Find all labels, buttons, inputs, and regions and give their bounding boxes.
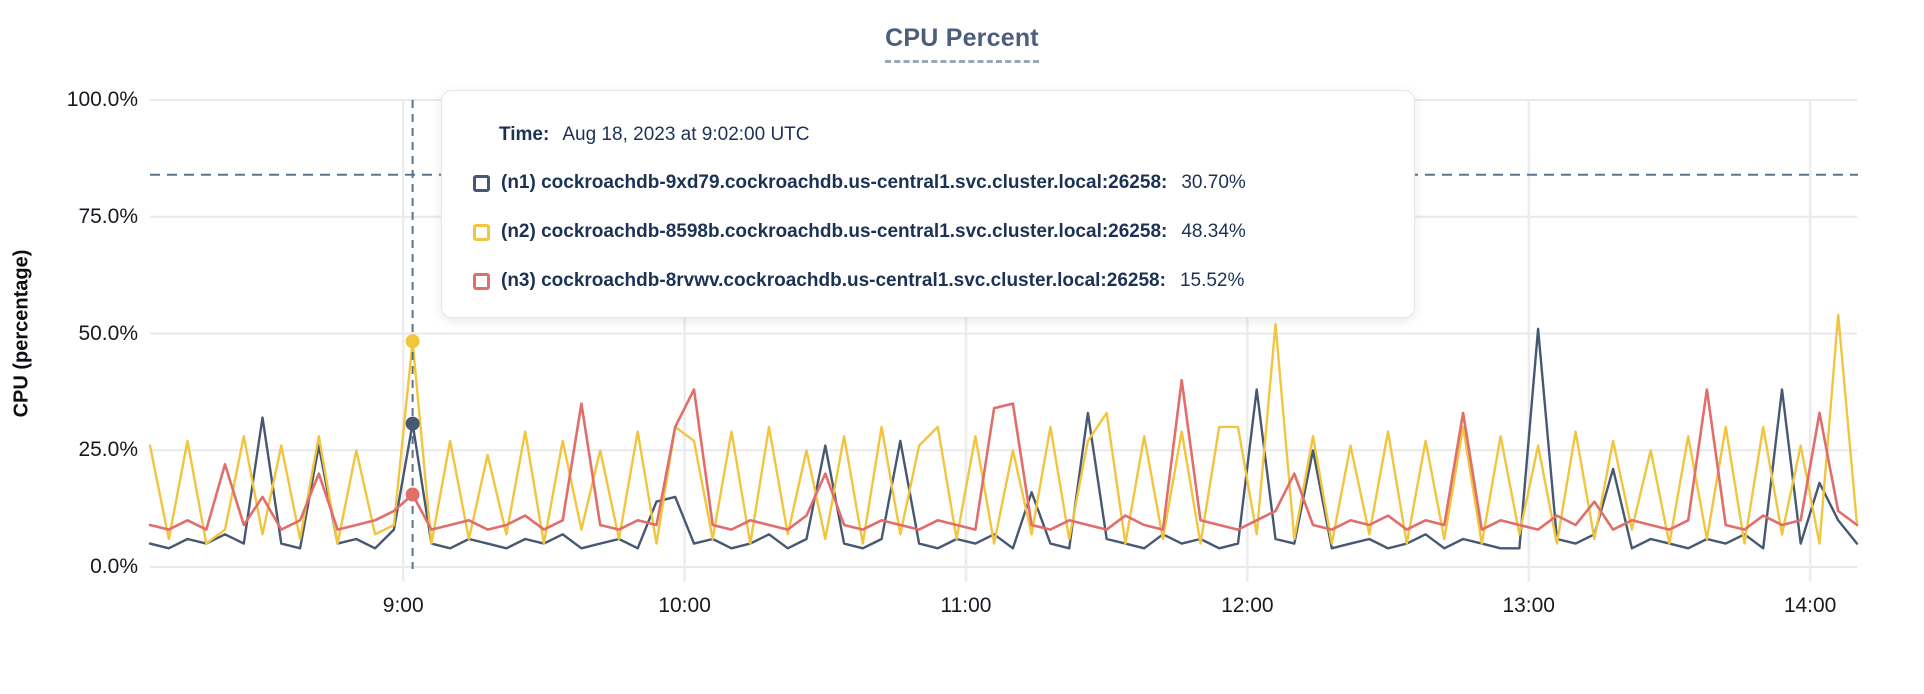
x-tick-1100: 11:00 xyxy=(940,594,992,617)
series-swatch-n1-icon xyxy=(473,174,490,192)
x-tick-1300: 13:00 xyxy=(1502,594,1555,617)
series-value-n3: 15.52% xyxy=(1179,270,1245,291)
chart-title-wrap: CPU Percent xyxy=(0,24,1924,63)
series-name-n1: (n1) cockroachdb-9xd79.cockroachdb.us-ce… xyxy=(501,172,1168,193)
tooltip-row-n3: (n3) cockroachdb-8rvwv.cockroachdb.us-ce… xyxy=(473,269,1384,293)
x-tick-1000: 10:00 xyxy=(658,594,711,617)
x-tick-900: 9:00 xyxy=(382,594,424,617)
chart-hover-tooltip: Time: Aug 18, 2023 at 9:02:00 UTC (n1) c… xyxy=(441,90,1415,318)
tooltip-time-value: Aug 18, 2023 at 9:02:00 UTC xyxy=(562,124,810,145)
series-value-n1: 30.70% xyxy=(1181,172,1246,193)
hover-dot-n2 xyxy=(405,334,420,349)
tooltip-time-label: Time: xyxy=(499,124,550,145)
chart-title[interactable]: CPU Percent xyxy=(885,24,1039,63)
series-value-n2: 48.34% xyxy=(1181,221,1246,242)
hover-dot-n1 xyxy=(405,416,420,431)
series-line-n3 xyxy=(148,378,1859,531)
tooltip-time-row: Time: Aug 18, 2023 at 9:02:00 UTC xyxy=(499,123,1384,147)
tooltip-row-n1: (n1) cockroachdb-9xd79.cockroachdb.us-ce… xyxy=(473,171,1384,195)
series-swatch-n2-icon xyxy=(473,223,490,241)
y-tick-0: 0.0% xyxy=(90,555,138,578)
hover-dot-n3 xyxy=(405,487,420,502)
series-line-n2 xyxy=(148,313,1859,545)
series-swatch-n3-icon xyxy=(473,272,490,290)
y-tick-75: 75.0% xyxy=(78,204,138,228)
series-name-n3: (n3) cockroachdb-8rvwv.cockroachdb.us-ce… xyxy=(501,270,1166,291)
y-tick-25: 25.0% xyxy=(78,438,138,462)
series-line-n1 xyxy=(148,327,1859,550)
series-name-n2: (n2) cockroachdb-8598b.cockroachdb.us-ce… xyxy=(501,221,1168,242)
y-tick-100: 100.0% xyxy=(66,88,138,111)
x-tick-1200: 12:00 xyxy=(1221,594,1274,617)
x-tick-1400: 14:00 xyxy=(1783,594,1837,617)
tooltip-row-n2: (n2) cockroachdb-8598b.cockroachdb.us-ce… xyxy=(473,220,1384,244)
y-tick-50: 50.0% xyxy=(78,321,138,345)
